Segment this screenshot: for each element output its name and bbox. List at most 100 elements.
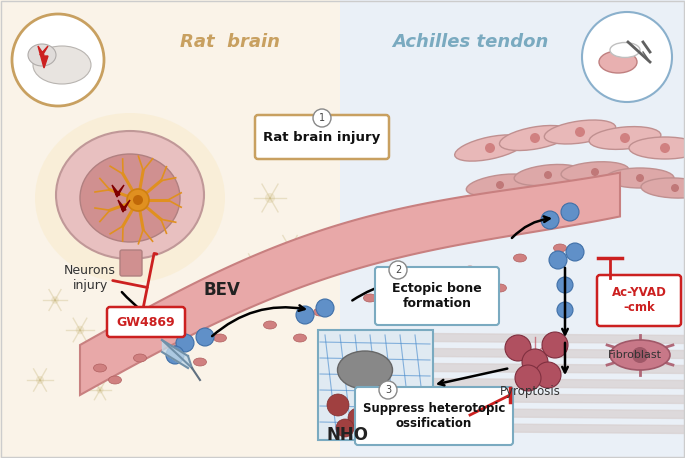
Ellipse shape [134, 354, 147, 362]
FancyBboxPatch shape [355, 387, 513, 445]
Text: Ectopic bone
formation: Ectopic bone formation [392, 282, 482, 310]
Circle shape [561, 203, 579, 221]
Bar [0, 0, 340, 458]
FancyBboxPatch shape [375, 267, 499, 325]
Circle shape [636, 174, 644, 182]
Ellipse shape [553, 244, 566, 252]
Text: Ac-YVAD
-cmk: Ac-YVAD -cmk [612, 286, 667, 314]
Text: Achilles tendon: Achilles tendon [392, 33, 548, 51]
Ellipse shape [80, 154, 180, 242]
Ellipse shape [466, 174, 534, 196]
FancyBboxPatch shape [318, 330, 433, 440]
Circle shape [286, 244, 295, 252]
Circle shape [127, 189, 149, 211]
Text: BEV: BEV [203, 281, 240, 299]
Ellipse shape [629, 137, 685, 159]
Ellipse shape [589, 126, 661, 149]
Ellipse shape [393, 311, 406, 319]
Ellipse shape [499, 125, 571, 151]
Circle shape [348, 408, 368, 428]
Text: Rat  brain: Rat brain [180, 33, 280, 51]
Text: Suppress heterotopic
ossification: Suppress heterotopic ossification [363, 402, 505, 430]
Ellipse shape [264, 321, 277, 329]
Ellipse shape [545, 120, 616, 144]
Circle shape [496, 181, 504, 189]
Ellipse shape [338, 351, 393, 389]
Circle shape [406, 281, 424, 299]
Ellipse shape [173, 344, 186, 352]
Ellipse shape [464, 266, 477, 274]
Text: NHO: NHO [327, 426, 369, 444]
Circle shape [336, 419, 354, 437]
Text: Pyroptosis: Pyroptosis [499, 386, 560, 398]
Ellipse shape [514, 164, 582, 185]
Circle shape [515, 365, 541, 391]
Circle shape [389, 261, 407, 279]
Polygon shape [80, 173, 620, 395]
Circle shape [313, 109, 331, 127]
Ellipse shape [610, 340, 670, 370]
Circle shape [366, 399, 384, 417]
Circle shape [632, 347, 648, 363]
Ellipse shape [93, 364, 106, 372]
Ellipse shape [641, 178, 685, 198]
Circle shape [426, 275, 444, 293]
Circle shape [522, 349, 548, 375]
Text: Rat brain injury: Rat brain injury [263, 131, 381, 143]
Circle shape [316, 299, 334, 317]
Circle shape [176, 334, 194, 352]
FancyBboxPatch shape [107, 307, 185, 337]
Ellipse shape [293, 334, 306, 342]
Circle shape [327, 394, 349, 416]
Ellipse shape [414, 279, 427, 287]
Ellipse shape [455, 135, 525, 161]
Text: 2: 2 [395, 265, 401, 275]
Circle shape [485, 143, 495, 153]
Text: 3: 3 [385, 385, 391, 395]
FancyBboxPatch shape [255, 115, 389, 159]
Ellipse shape [610, 43, 640, 58]
Circle shape [196, 328, 214, 346]
Polygon shape [112, 185, 124, 197]
Circle shape [582, 12, 672, 102]
Text: Fibroblast: Fibroblast [608, 350, 662, 360]
Circle shape [549, 251, 567, 269]
Circle shape [530, 133, 540, 143]
Circle shape [360, 424, 376, 440]
Ellipse shape [514, 254, 527, 262]
Ellipse shape [193, 358, 206, 366]
Circle shape [541, 211, 559, 229]
Ellipse shape [56, 131, 204, 259]
Circle shape [133, 195, 143, 205]
Circle shape [542, 332, 568, 358]
Circle shape [505, 335, 531, 361]
Circle shape [251, 261, 259, 269]
Circle shape [544, 171, 552, 179]
Circle shape [36, 376, 44, 384]
Circle shape [97, 387, 103, 393]
Ellipse shape [606, 168, 674, 188]
Circle shape [12, 14, 104, 106]
Circle shape [591, 168, 599, 176]
Bar [340, 0, 685, 458]
Text: 1: 1 [319, 113, 325, 123]
Ellipse shape [35, 113, 225, 283]
Polygon shape [38, 46, 48, 68]
Ellipse shape [28, 44, 56, 66]
Circle shape [76, 326, 84, 334]
Text: GW4869: GW4869 [116, 316, 175, 328]
Ellipse shape [364, 294, 377, 302]
Ellipse shape [599, 51, 637, 73]
Circle shape [575, 127, 585, 137]
FancyBboxPatch shape [120, 250, 142, 276]
Circle shape [379, 381, 397, 399]
Circle shape [671, 184, 679, 192]
Circle shape [557, 277, 573, 293]
Circle shape [557, 302, 573, 318]
Ellipse shape [561, 162, 629, 182]
Circle shape [535, 362, 561, 388]
Ellipse shape [33, 46, 91, 84]
FancyBboxPatch shape [597, 275, 681, 326]
Polygon shape [118, 200, 130, 212]
Circle shape [51, 296, 59, 304]
